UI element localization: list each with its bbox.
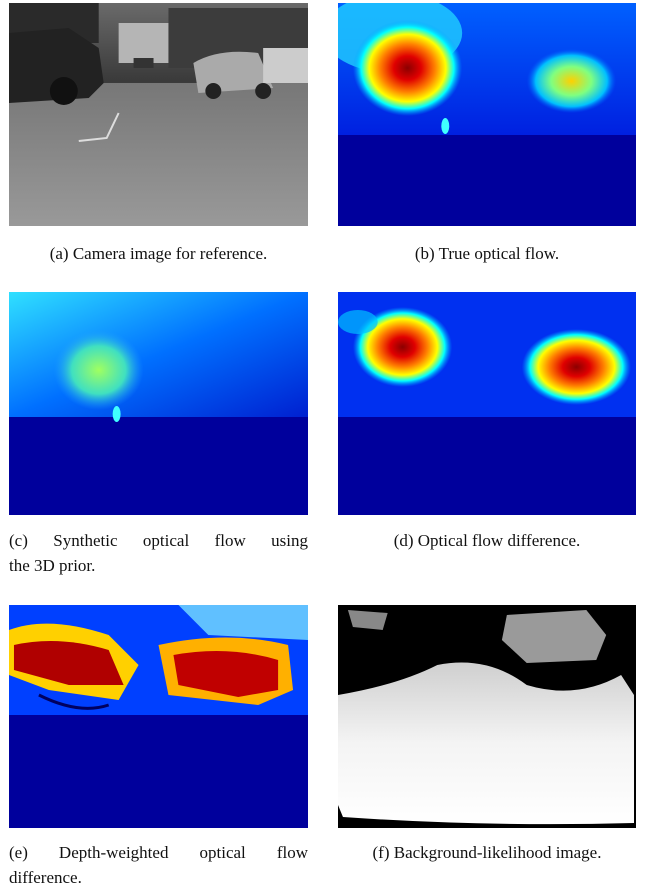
synthetic-flow-image [9, 292, 308, 515]
caption-d: (d) Optical flow difference. [338, 528, 636, 553]
background-likelihood-image [338, 605, 636, 828]
caption-line: (b) True optical flow. [338, 241, 636, 266]
flow-difference-image [338, 292, 636, 515]
caption-line: (f) Background-likelihood image. [338, 840, 636, 865]
caption-line: (a) Camera image for reference. [9, 241, 308, 266]
camera-image [9, 3, 308, 226]
caption-line: (e) Depth-weighted optical flow [9, 840, 308, 865]
caption-line: (c) Synthetic optical flow using [9, 528, 308, 553]
caption-a: (a) Camera image for reference. [9, 241, 308, 266]
caption-f: (f) Background-likelihood image. [338, 840, 636, 865]
caption-b: (b) True optical flow. [338, 241, 636, 266]
caption-line: difference. [9, 865, 308, 890]
true-flow-image [338, 3, 636, 226]
depth-weighted-image [9, 605, 308, 828]
caption-line: the 3D prior. [9, 553, 308, 578]
page: (a) Camera image for reference. (b) True… [0, 0, 646, 886]
caption-line: (d) Optical flow difference. [338, 528, 636, 553]
